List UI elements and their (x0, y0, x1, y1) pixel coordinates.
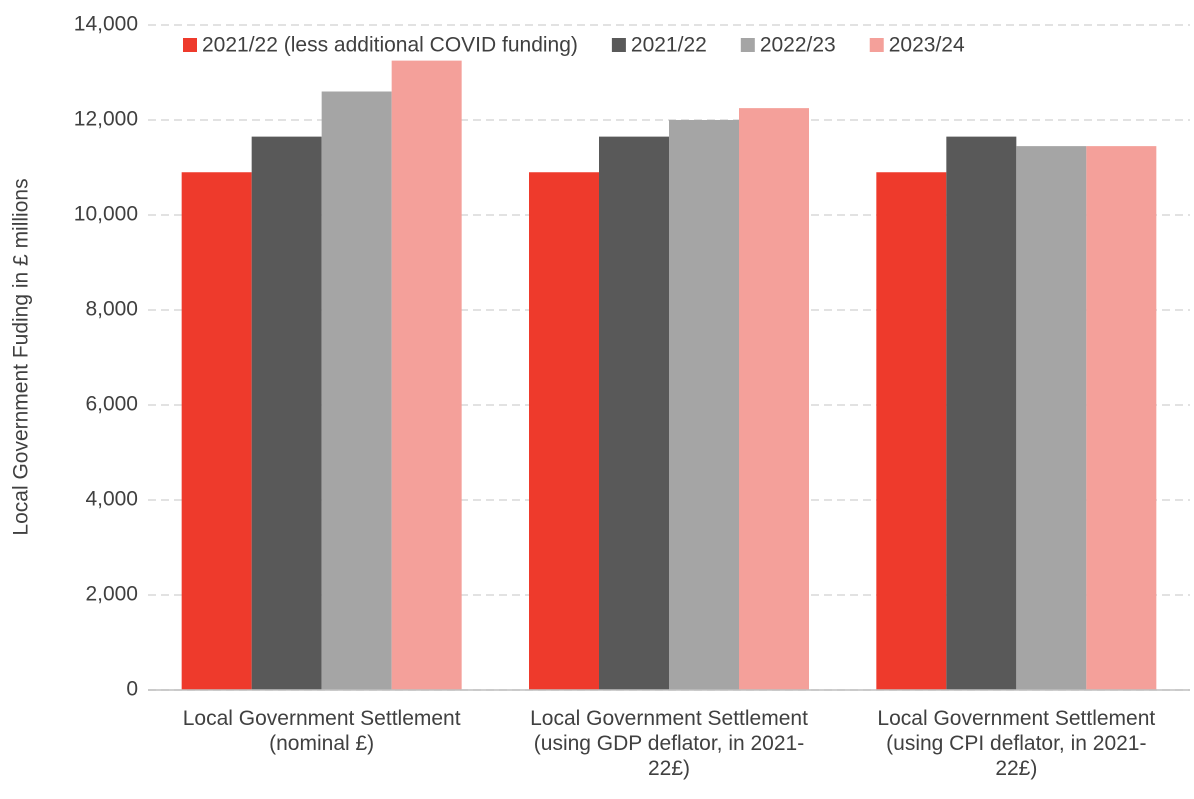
y-tick-label: 4,000 (85, 488, 138, 511)
bar (1086, 146, 1157, 690)
y-tick-label: 8,000 (85, 298, 138, 321)
x-tick-label: Local Government Settlement (nominal £) (182, 707, 461, 755)
y-tick-label: 12,000 (74, 108, 138, 131)
bar (599, 136, 669, 690)
y-tick-label: 0 (126, 678, 138, 701)
x-tick-label: Local Government Settlement (using GDP d… (530, 707, 808, 780)
y-tick-label: 2,000 (85, 583, 138, 606)
bar (669, 120, 739, 690)
bar (181, 172, 252, 690)
legend-label: 2021/22 (less additional COVID funding) (202, 34, 578, 57)
y-tick-label: 14,000 (74, 13, 138, 36)
bar (529, 172, 599, 690)
bar (876, 172, 947, 690)
legend-swatch (869, 38, 884, 52)
legend-label: 2023/24 (889, 34, 965, 57)
x-tick-label: Local Government Settlement (using CPI d… (877, 707, 1156, 780)
bar (391, 60, 462, 690)
legend-label: 2021/22 (631, 34, 707, 57)
legend-swatch (611, 38, 626, 52)
legend-swatch (740, 38, 755, 52)
bar (1016, 146, 1087, 690)
y-tick-label: 10,000 (74, 203, 138, 226)
bar (251, 136, 322, 690)
y-axis-label: Local Government Fuding in £ millions (10, 178, 33, 535)
bar (321, 91, 392, 690)
y-tick-label: 6,000 (85, 393, 138, 416)
legend-label: 2022/23 (760, 34, 836, 57)
bar (739, 108, 809, 690)
legend-swatch (183, 38, 197, 52)
bar (946, 136, 1017, 690)
